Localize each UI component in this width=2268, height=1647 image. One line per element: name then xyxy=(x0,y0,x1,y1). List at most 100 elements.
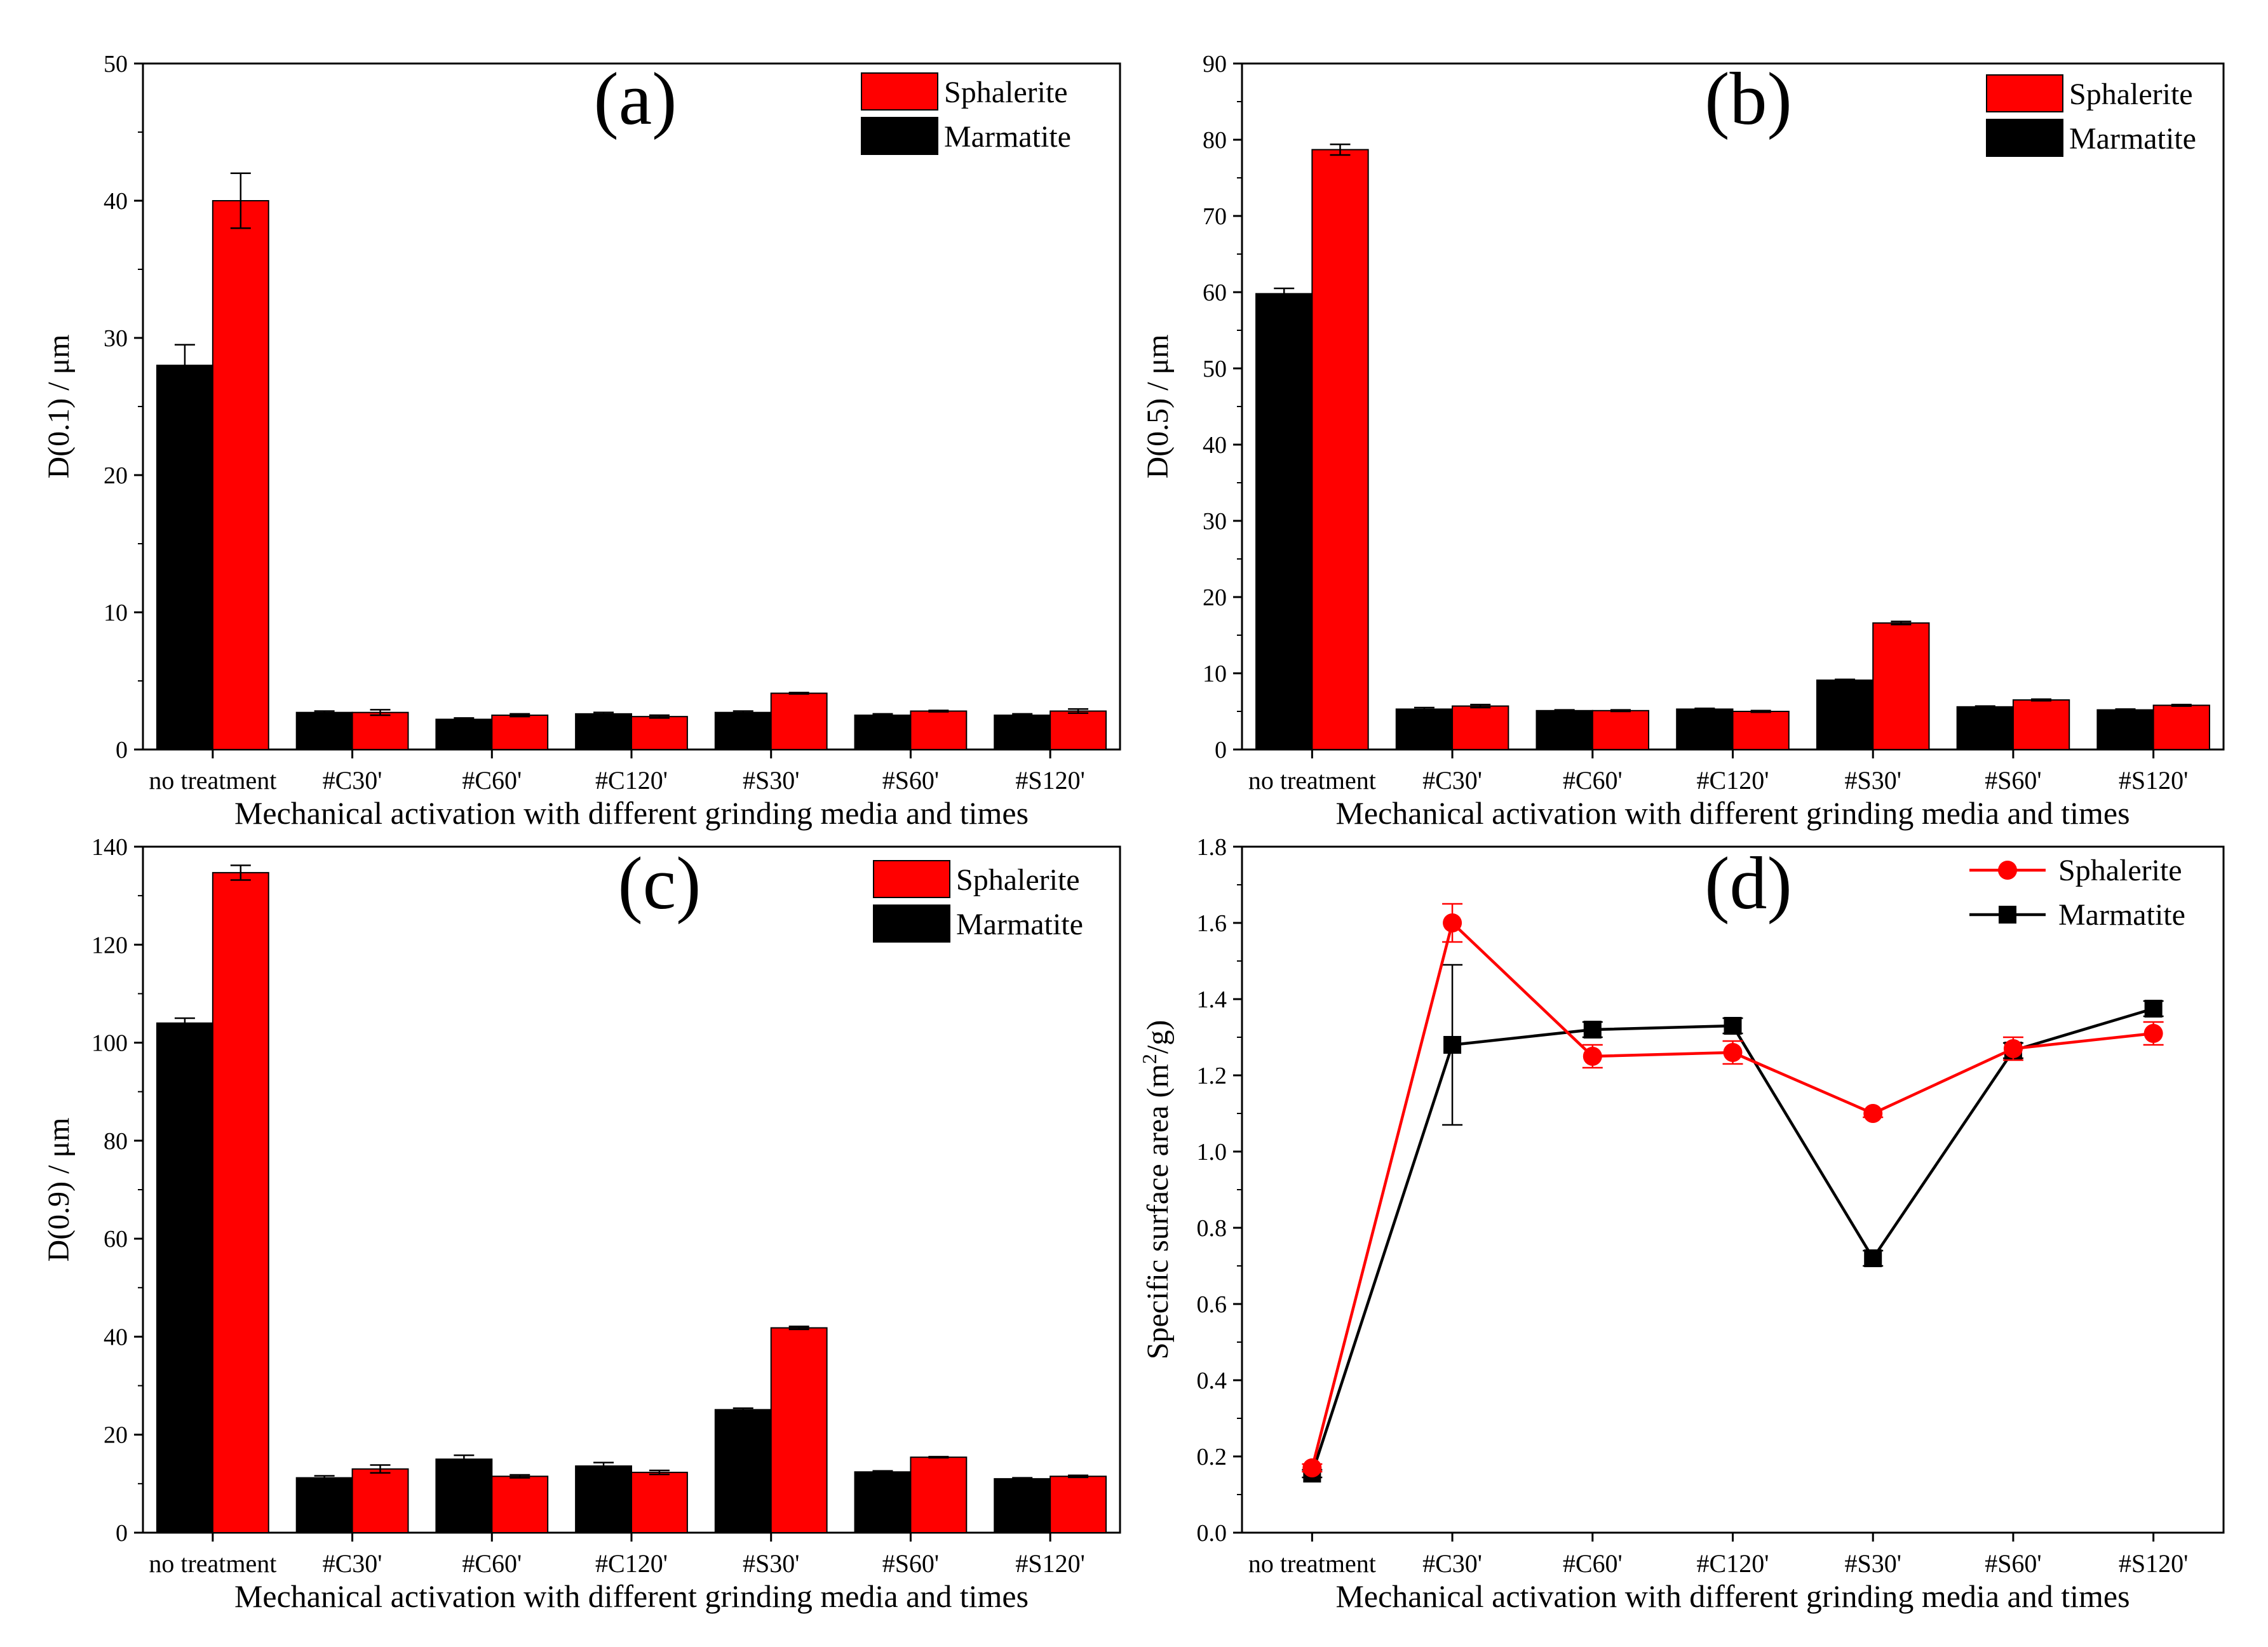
y-axis-title: Specific surface area (m2/g) xyxy=(1138,1020,1175,1359)
plot-frame xyxy=(142,845,1121,1534)
y-tick-label: 1.2 xyxy=(1197,1063,1227,1089)
x-tick-label: #C60' xyxy=(462,1549,522,1578)
bar-marmatite-5 xyxy=(1956,706,2014,751)
bar-sphalerite-5 xyxy=(2012,699,2070,750)
x-tick-label: no treatment xyxy=(149,1549,276,1578)
y-axis-title-main: Specific surface area (m xyxy=(1141,1064,1175,1359)
x-tick-label: #C60' xyxy=(1563,1549,1623,1578)
y-tick-label: 60 xyxy=(1203,279,1227,306)
y-tick-label: 0 xyxy=(116,1520,128,1547)
bar-marmatite-3 xyxy=(1676,708,1734,751)
bar-marmatite-4 xyxy=(714,711,772,751)
y-tick-label: 50 xyxy=(104,51,128,77)
y-tick-label: 30 xyxy=(104,325,128,352)
x-tick-label: #C120' xyxy=(1697,766,1769,795)
bar-sphalerite-6 xyxy=(1050,710,1107,751)
y-tick-label: 20 xyxy=(104,462,128,489)
y-tick-label: 40 xyxy=(104,1324,128,1350)
y-tick-label: 0 xyxy=(1215,737,1227,763)
bar-sphalerite-4 xyxy=(1872,622,1930,750)
bar-sphalerite-3 xyxy=(631,1472,688,1533)
bar-sphalerite-1 xyxy=(1452,705,1509,750)
bar-sphalerite-0 xyxy=(212,871,269,1533)
y-tick-label: 50 xyxy=(1203,356,1227,382)
x-axis-title: Mechanical activation with different gri… xyxy=(234,795,1029,831)
plot-frame xyxy=(1241,845,2225,1534)
bar-sphalerite-3 xyxy=(631,716,688,751)
x-tick-label: #C30' xyxy=(323,766,382,795)
legend-label-sphalerite: Sphalerite xyxy=(956,863,1080,897)
x-tick-label: #S120' xyxy=(1015,1549,1084,1578)
y-tick-label: 0.0 xyxy=(1197,1520,1227,1547)
bar-sphalerite-1 xyxy=(351,1468,409,1534)
panel-d: 0.0 0.2 0.4 0.6 0.8 1.0 1.2 1.4 1.6 1.8 no treatme… xyxy=(1138,834,2225,1614)
y-tick-label: 10 xyxy=(104,600,128,626)
point-marmatite-1 xyxy=(1443,1036,1462,1054)
x-tick-label: #S30' xyxy=(1844,766,1901,795)
bar-marmatite-6 xyxy=(994,1478,1051,1533)
legend-label-marmatite: Marmatite xyxy=(944,120,1071,154)
bar-marmatite-0 xyxy=(156,1022,213,1533)
y-axis-title: D(0.1) / μm xyxy=(42,334,76,478)
y-axis-title: D(0.5) / μm xyxy=(1141,334,1175,478)
point-sphalerite-2 xyxy=(1583,1047,1602,1066)
bar-sphalerite-1 xyxy=(351,711,409,751)
x-tick-label: #C30' xyxy=(1422,766,1482,795)
x-tick-label: #C30' xyxy=(1422,1549,1482,1578)
y-axis-title-end: /g) xyxy=(1141,1020,1175,1054)
panel-tag: (d) xyxy=(1704,842,1792,925)
x-tick-label: #S120' xyxy=(1015,766,1084,795)
bar-marmatite-2 xyxy=(435,1458,493,1533)
legend-label-marmatite: Marmatite xyxy=(2058,898,2185,932)
x-tick-label: #S30' xyxy=(743,1549,799,1578)
y-tick-label: 0.8 xyxy=(1197,1215,1227,1242)
y-axis-title: D(0.9) / μm xyxy=(42,1117,76,1261)
bar-sphalerite-5 xyxy=(910,710,968,751)
y-tick-label: 1.0 xyxy=(1197,1139,1227,1166)
panel-tag: (a) xyxy=(594,57,677,140)
y-tick-label: 70 xyxy=(1203,203,1227,230)
point-marmatite-6 xyxy=(2144,1000,2163,1018)
y-tick-label: 120 xyxy=(91,932,128,958)
point-sphalerite-5 xyxy=(2003,1039,2023,1058)
point-sphalerite-0 xyxy=(1302,1458,1322,1477)
point-marmatite-4 xyxy=(1864,1249,1882,1267)
legend-label-sphalerite: Sphalerite xyxy=(2058,854,2182,887)
legend-label-marmatite: Marmatite xyxy=(956,908,1083,941)
x-tick-label: #S30' xyxy=(743,766,799,795)
y-tick-label: 20 xyxy=(104,1422,128,1449)
x-tick-label: #S60' xyxy=(1985,1549,2041,1578)
legend-label-sphalerite: Sphalerite xyxy=(2069,77,2193,111)
plot-frame xyxy=(142,62,1121,751)
y-tick-label: 20 xyxy=(1203,584,1227,611)
legend-swatch-marmatite xyxy=(873,904,950,943)
bar-marmatite-4 xyxy=(714,1409,772,1533)
bar-sphalerite-6 xyxy=(1050,1476,1107,1533)
legend-label-sphalerite: Sphalerite xyxy=(944,76,1068,109)
bar-marmatite-0 xyxy=(1255,293,1313,750)
legend-swatch-sphalerite xyxy=(1986,74,2063,112)
x-tick-label: no treatment xyxy=(1248,766,1376,795)
point-marmatite-3 xyxy=(1724,1017,1742,1035)
legend-swatch-marmatite xyxy=(1986,119,2063,157)
panel-b: 0 10 20 30 40 50 60 70 80 90 no treatment #C30' #C60… xyxy=(1141,51,2225,831)
y-tick-label: 40 xyxy=(104,188,128,215)
x-axis-title: Mechanical activation with different gri… xyxy=(234,1578,1029,1614)
bar-sphalerite-3 xyxy=(1732,711,1790,750)
point-sphalerite-3 xyxy=(1723,1043,1743,1062)
x-axis-title: Mechanical activation with different gri… xyxy=(1335,1578,2130,1614)
bar-sphalerite-0 xyxy=(1311,149,1369,751)
bar-marmatite-2 xyxy=(1536,709,1593,751)
bar-marmatite-1 xyxy=(295,711,353,751)
legend-marker-marmatite xyxy=(1999,906,2016,924)
x-tick-label: #S60' xyxy=(882,766,939,795)
y-tick-label: 140 xyxy=(91,834,128,861)
bar-sphalerite-0 xyxy=(212,200,269,750)
bar-sphalerite-2 xyxy=(1591,709,1650,751)
bar-sphalerite-4 xyxy=(770,692,828,750)
x-tick-label: #S120' xyxy=(2119,1549,2188,1578)
bar-marmatite-3 xyxy=(575,713,632,750)
bar-marmatite-3 xyxy=(575,1465,632,1533)
x-tick-label: #S60' xyxy=(882,1549,939,1578)
